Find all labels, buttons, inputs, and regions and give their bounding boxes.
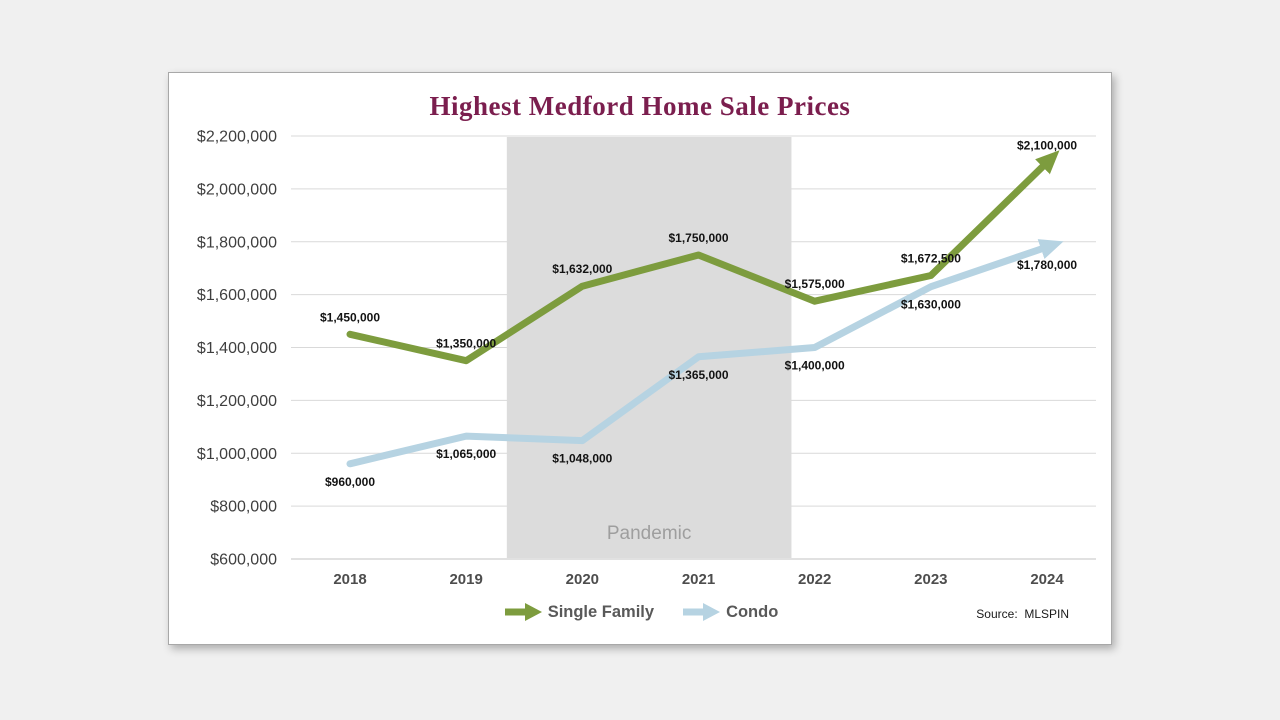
pandemic-band [506,137,792,558]
legend-label: Condo [726,602,779,621]
series-line-single-family [346,150,1060,365]
data-point-label: $1,750,000 [668,231,728,245]
x-tick-label: 2020 [566,571,599,588]
data-point-label: $1,450,000 [320,310,380,324]
data-point-label: $1,632,000 [552,262,612,276]
legend-arrow-icon [504,603,542,621]
data-point-label: $1,630,000 [901,298,961,312]
y-tick-label: $600,000 [210,552,277,569]
source-label: Source: MLSPIN [976,607,1069,621]
x-tick-label: 2023 [914,571,947,588]
y-tick-label: $2,000,000 [197,181,277,198]
x-tick-label: 2021 [682,571,715,588]
legend-arrow-icon [683,603,721,621]
x-tick-label: 2019 [449,571,482,588]
chart-legend: Single Family Condo [169,601,1111,623]
data-point-label: $1,575,000 [785,277,845,291]
x-tick-label: 2018 [333,571,366,588]
data-point-label: $1,350,000 [436,337,496,351]
chart-title: Highest Medford Home Sale Prices [429,91,851,121]
data-point-label: $960,000 [325,475,375,489]
y-tick-label: $1,600,000 [197,287,277,304]
y-tick-label: $2,200,000 [197,129,277,146]
series-line-condo [346,239,1064,468]
data-point-label: $1,365,000 [668,368,728,382]
y-tick-label: $800,000 [210,499,277,516]
data-point-label: $2,100,000 [1017,138,1077,152]
data-point-label: $1,672,500 [901,251,961,265]
y-tick-label: $1,800,000 [197,234,277,251]
legend-item-single-family: Single Family [502,601,654,623]
y-tick-label: $1,000,000 [197,446,277,463]
x-tick-label: 2022 [798,571,831,588]
legend-item-condo: Condo [680,601,778,623]
data-point-label: $1,400,000 [785,359,845,373]
data-point-label: $1,048,000 [552,452,612,466]
x-tick-label: 2024 [1030,571,1064,588]
legend-label: Single Family [547,602,655,621]
y-tick-label: $1,400,000 [197,340,277,357]
pandemic-band-label: Pandemic [607,523,692,544]
chart-plot-area: $600,000 $800,000 $1,000,000 $1,200,000 $1,4… [197,129,1096,588]
data-point-label: $1,780,000 [1017,258,1077,272]
y-tick-label: $1,200,000 [197,393,277,410]
data-point-label: $1,065,000 [436,447,496,461]
chart-card: Highest Medford Home Sale Prices $600,00… [168,72,1112,645]
